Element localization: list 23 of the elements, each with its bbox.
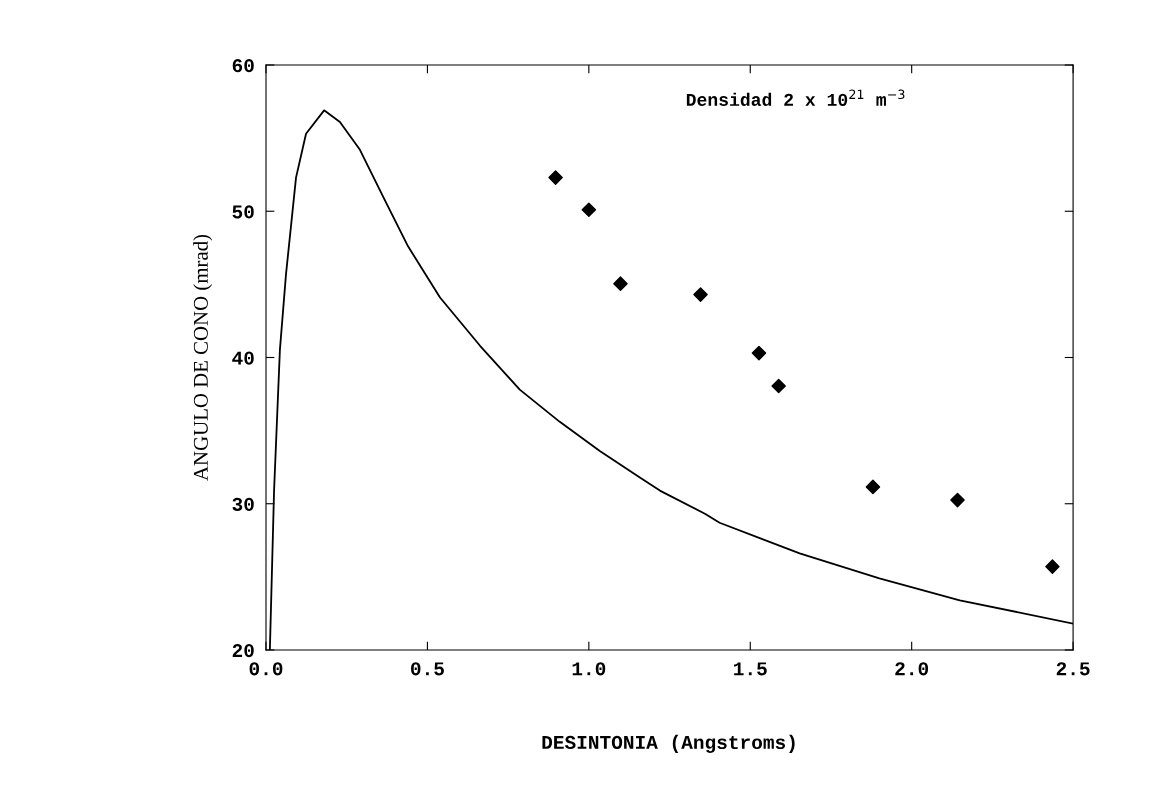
point [548, 170, 563, 185]
x-tick-label: 0.0 [249, 662, 283, 676]
point [693, 287, 708, 302]
y-tick-label: 20 [232, 644, 254, 658]
x-tick-label: 2.5 [1056, 662, 1090, 676]
point [751, 345, 767, 361]
annotation: Densidad 2 x 10$^{21}$ m$^{−3}$ [686, 89, 905, 106]
point [581, 202, 597, 218]
x-axis-title: DESINTONIA (Angstroms) [542, 734, 795, 753]
point [1045, 559, 1060, 574]
y-tick-label: 30 [232, 497, 254, 511]
y-axis-title: ANGULO DE CONO (mrad) [193, 234, 213, 481]
y-tick-label: 40 [232, 351, 254, 365]
point [950, 492, 965, 508]
x-tick-label: 1.0 [572, 662, 606, 676]
x-tick-label: 0.5 [411, 662, 444, 676]
point [865, 479, 881, 495]
y-tick-label: 50 [232, 205, 254, 219]
x-tick-label: 2.0 [895, 662, 929, 676]
y-tick-label: 60 [232, 59, 254, 73]
point [771, 378, 786, 394]
x-tick-label: 1.5 [734, 662, 767, 676]
point [613, 276, 628, 291]
